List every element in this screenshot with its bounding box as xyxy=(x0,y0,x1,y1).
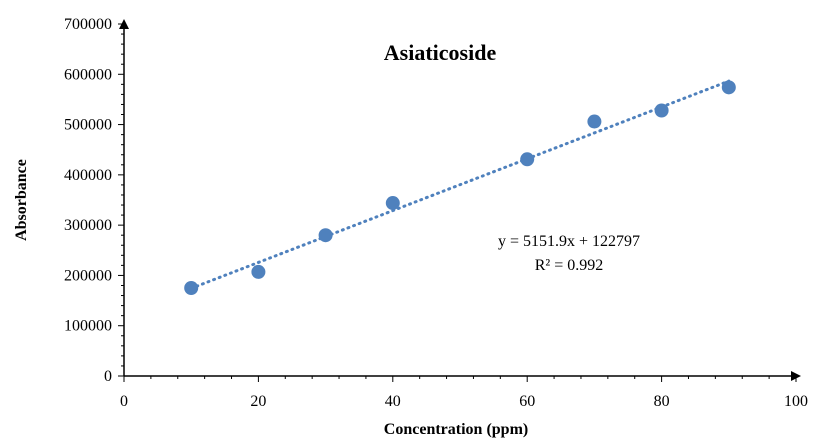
y-tick-labels: 0 100000 200000 300000 400000 500000 600000 700… xyxy=(64,16,124,385)
data-point xyxy=(587,114,602,129)
trendline xyxy=(189,79,731,290)
x-tick-label: 40 xyxy=(385,393,401,410)
y-tick-label: 400000 xyxy=(64,167,112,184)
trendline-r-squared: R² = 0.992 xyxy=(535,257,604,274)
data-point xyxy=(654,103,669,118)
data-points xyxy=(184,80,736,295)
y-tick-label: 200000 xyxy=(64,267,112,284)
y-tick-label: 100000 xyxy=(64,318,112,335)
chart-title: Asiaticoside xyxy=(384,40,497,65)
x-tick-label: 20 xyxy=(250,393,266,410)
y-axis-title: Absorbance xyxy=(13,159,30,241)
data-point xyxy=(520,152,535,167)
x-tick-label: 80 xyxy=(654,393,670,410)
data-point xyxy=(184,281,199,295)
x-tick-label: 60 xyxy=(519,393,535,410)
x-tick-label: 0 xyxy=(120,393,128,410)
data-point xyxy=(721,80,736,95)
x-tick-labels: 0 20 40 60 80 100 xyxy=(120,376,808,410)
y-tick-label: 0 xyxy=(104,368,112,385)
x-axis-title: Concentration (ppm) xyxy=(384,421,528,438)
trendline-line xyxy=(189,79,731,290)
y-tick-label: 500000 xyxy=(64,117,112,134)
data-point xyxy=(251,264,266,279)
x-tick-label: 100 xyxy=(784,393,808,410)
y-tick-label: 300000 xyxy=(64,217,112,234)
y-tick-label: 700000 xyxy=(64,16,112,33)
data-point xyxy=(318,228,333,243)
trendline-equation: y = 5151.9x + 122797 xyxy=(498,233,640,250)
y-tick-label: 600000 xyxy=(64,66,112,83)
data-point xyxy=(385,196,400,211)
